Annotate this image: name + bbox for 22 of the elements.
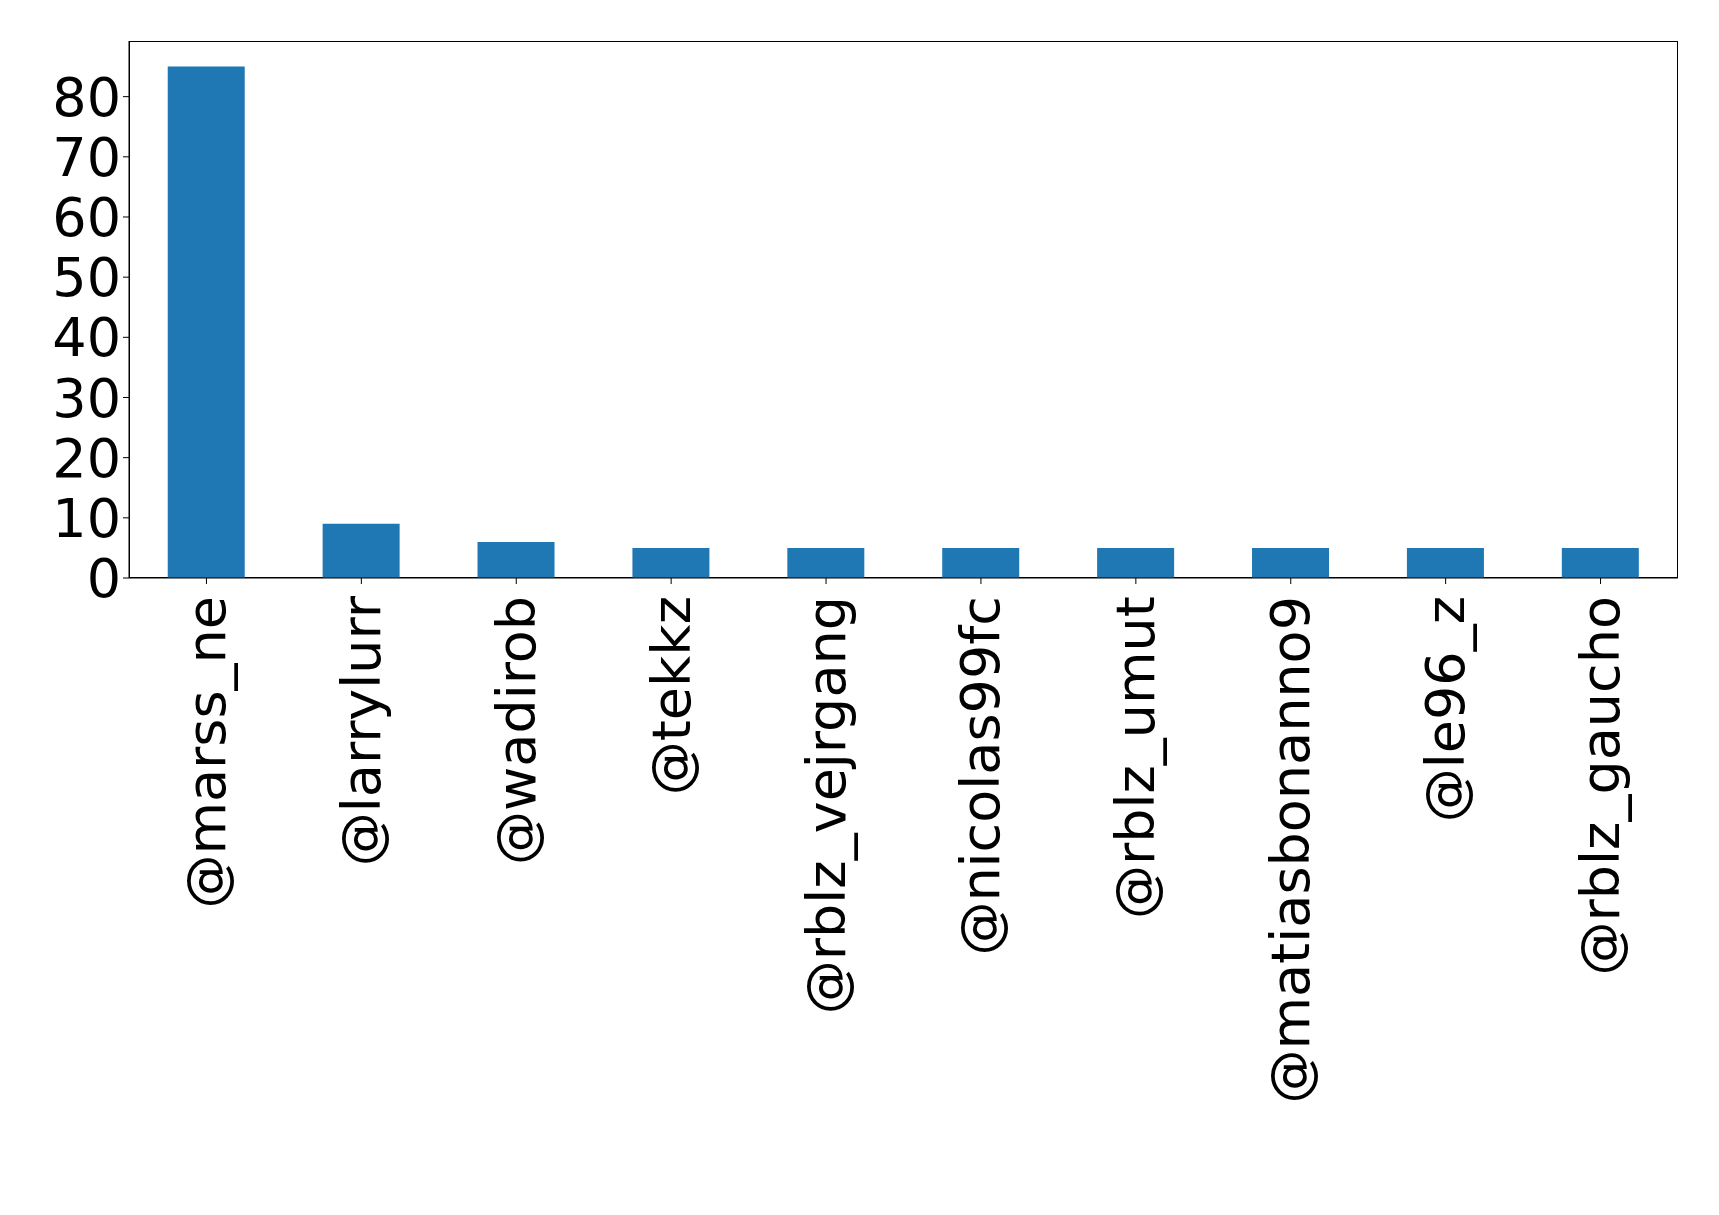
bar xyxy=(632,547,710,578)
bar xyxy=(787,547,865,578)
y-tick-label: 0 xyxy=(86,547,121,611)
bar xyxy=(942,547,1020,578)
x-tick-label: @rblz_gaucho xyxy=(1569,596,1633,976)
bar xyxy=(477,541,555,578)
bar xyxy=(167,66,245,578)
x-tick-label: @tekkz xyxy=(639,596,703,796)
bar xyxy=(1406,547,1484,578)
bar xyxy=(1252,547,1330,578)
bar xyxy=(322,523,400,578)
x-tick-label: @larrylurr xyxy=(329,595,393,867)
x-tick-label: @matiasbonanno9 xyxy=(1259,596,1323,1104)
x-tick-label: @rblz_vejrgang xyxy=(794,596,858,1015)
x-tick-label: @marss_ne xyxy=(174,596,238,909)
x-tick-label: @nicolas99fc xyxy=(949,596,1013,956)
x-tick-label: @wadirob xyxy=(484,596,548,865)
y-tick-label: 10 xyxy=(52,487,121,550)
bar xyxy=(1561,547,1639,578)
x-tick-label: @le96_z xyxy=(1414,596,1478,823)
x-tick-label: @rblz_umut xyxy=(1104,596,1168,920)
bar xyxy=(1097,547,1175,578)
